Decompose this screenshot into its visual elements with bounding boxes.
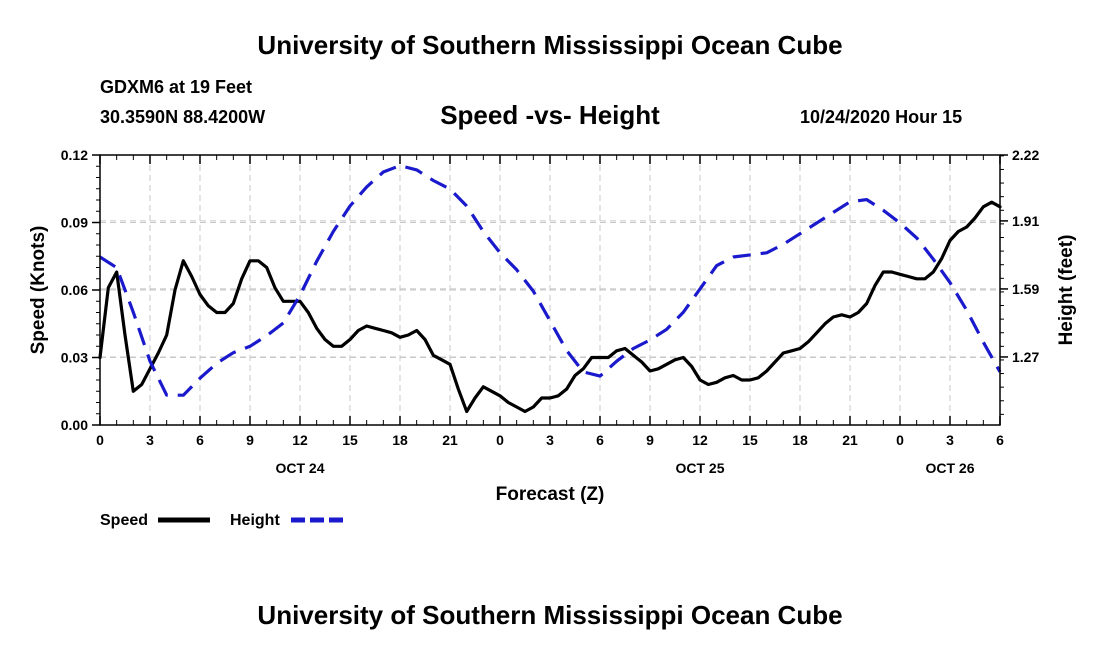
x-tick-label: 18 xyxy=(792,432,808,448)
x-tick-label: 0 xyxy=(96,432,104,448)
x-tick-label: 9 xyxy=(246,432,254,448)
axis-ticks xyxy=(92,154,1008,426)
x-tick-label: 6 xyxy=(996,432,1004,448)
y-tick-label: 0.12 xyxy=(61,147,88,163)
x-tick-label: 3 xyxy=(146,432,154,448)
chart-header-title: University of Southern Mississippi Ocean… xyxy=(257,30,843,60)
x-tick-label: 12 xyxy=(692,432,708,448)
x-tick-label: 0 xyxy=(496,432,504,448)
y2-tick-label: 1.59 xyxy=(1012,281,1039,297)
y-axis-title: Speed (Knots) xyxy=(28,226,49,355)
y-tick-label: 0.09 xyxy=(61,215,88,231)
y2-axis-title: Height (feet) xyxy=(1056,235,1077,346)
x-tick-label: 18 xyxy=(392,432,408,448)
speed-series-line xyxy=(98,200,1002,414)
y2-tick-label: 1.27 xyxy=(1012,349,1039,365)
timestamp-label: 10/24/2020 Hour 15 xyxy=(800,107,963,127)
coordinates-label: 30.3590N 88.4200W xyxy=(100,107,266,127)
x-axis-title: Forecast (Z) xyxy=(496,484,605,505)
x-tick-label: 21 xyxy=(442,432,458,448)
y-tick-label: 0.06 xyxy=(61,282,88,298)
x-tick-label: 6 xyxy=(596,432,604,448)
x-tick-label: 12 xyxy=(292,432,308,448)
x-tick-label: 21 xyxy=(842,432,858,448)
y-tick-label: 0.00 xyxy=(61,417,88,433)
x-tick-label: 3 xyxy=(546,432,554,448)
chart-footer-title: University of Southern Mississippi Ocean… xyxy=(257,600,843,630)
series-lines xyxy=(98,164,1002,414)
axis-labels: 0 3 6 9 12 15 18 21 0 3 6 9 12 15 18 21 0 3 6 OCT 24 OCT 25 O… xyxy=(61,147,1040,476)
grid-lines xyxy=(100,155,1000,425)
x-tick-label: 15 xyxy=(742,432,758,448)
x-tick-label: 3 xyxy=(946,432,954,448)
y-tick-label: 0.03 xyxy=(61,350,88,366)
legend-label-speed: Speed xyxy=(100,512,148,529)
legend: Speed Height xyxy=(100,512,343,529)
y2-tick-label: 2.22 xyxy=(1012,147,1039,163)
date-label: OCT 24 xyxy=(275,460,324,476)
height-series-line xyxy=(99,164,1002,397)
legend-label-height: Height xyxy=(230,512,280,529)
date-label: OCT 25 xyxy=(675,460,724,476)
x-tick-label: 6 xyxy=(196,432,204,448)
x-tick-label: 9 xyxy=(646,432,654,448)
x-tick-label: 15 xyxy=(342,432,358,448)
y2-tick-label: 1.91 xyxy=(1012,213,1039,229)
chart-title: Speed -vs- Height xyxy=(440,100,660,130)
x-tick-label: 0 xyxy=(896,432,904,448)
date-label: OCT 26 xyxy=(925,460,974,476)
station-label: GDXM6 at 19 Feet xyxy=(100,77,253,97)
